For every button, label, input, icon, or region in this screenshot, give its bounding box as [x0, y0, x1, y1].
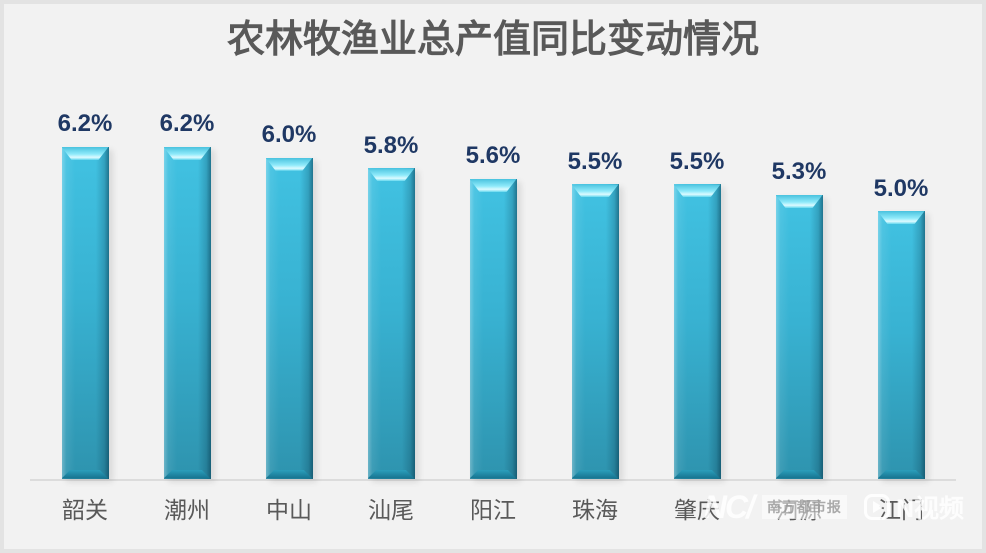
bar-value-label: 6.0%	[261, 121, 317, 148]
bar	[877, 211, 925, 479]
x-axis-label: 韶关	[62, 496, 108, 523]
bar-column: 5.6%	[466, 142, 520, 479]
bar-value-label: 6.2%	[57, 110, 113, 138]
bar-value-label: 5.5%	[669, 147, 725, 175]
bar	[469, 179, 517, 479]
bar-column: 5.8%	[364, 132, 418, 479]
x-axis-labels: 韶关 潮州 中山 汕尾 阳江 珠海 肇庆 河源 江门	[30, 491, 956, 525]
chart-title: 农林牧渔业总产值同比变动情况	[226, 19, 759, 61]
bar	[163, 146, 211, 479]
bar-column: 5.5%	[670, 148, 724, 479]
bars-row: 6.2% 6.2% 6.0% 5.8% 5.6% 5.5% 5.5% 5.3% 5.0%	[30, 64, 956, 481]
x-axis-label: 河源	[776, 496, 822, 523]
x-axis-label: 汕尾	[368, 496, 414, 523]
x-axis-label: 肇庆	[674, 496, 720, 523]
bar-value-label: 5.0%	[873, 174, 929, 202]
bar-column: 6.0%	[262, 121, 316, 479]
bar-column: 5.3%	[772, 158, 826, 479]
bar-column: 5.0%	[874, 175, 928, 479]
x-axis-label: 中山	[266, 496, 312, 523]
bar-column: 6.2%	[160, 110, 214, 479]
x-axis-label: 江门	[878, 496, 924, 523]
bar	[61, 146, 109, 479]
bar-value-label: 6.2%	[159, 110, 215, 138]
x-axis-label: 阳江	[470, 496, 516, 523]
bar	[673, 184, 721, 479]
bar-value-label: 5.8%	[363, 131, 419, 159]
bar-value-label: 5.3%	[771, 158, 827, 186]
bar-value-label: 5.5%	[567, 147, 623, 175]
bar	[367, 168, 415, 479]
x-axis-label: 潮州	[164, 496, 210, 523]
bar-column: 5.5%	[568, 148, 622, 479]
bar-column: 6.2%	[58, 110, 112, 479]
bar	[571, 184, 619, 479]
bar	[775, 195, 823, 479]
x-axis-label: 珠海	[572, 496, 618, 523]
bar	[265, 157, 313, 479]
bar-value-label: 5.6%	[465, 142, 521, 170]
